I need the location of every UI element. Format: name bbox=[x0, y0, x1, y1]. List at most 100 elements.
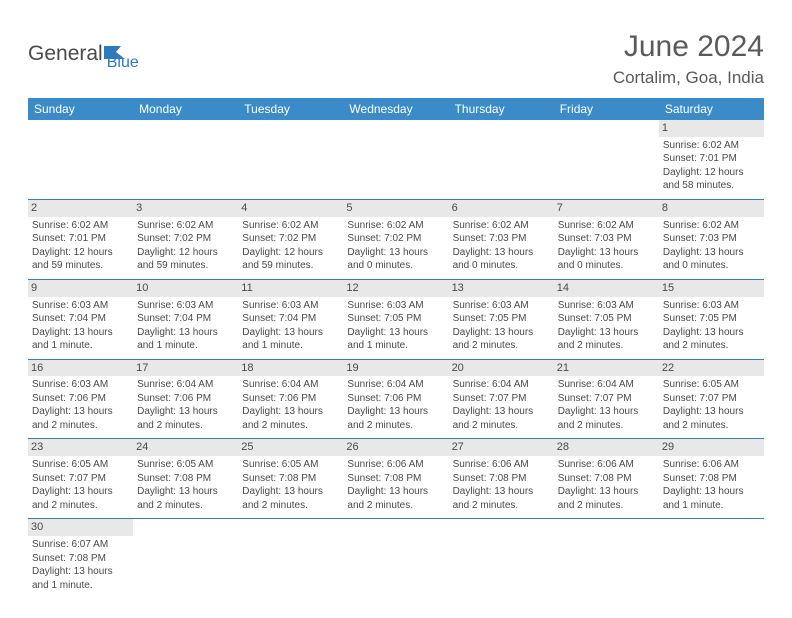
day-cell: 22Sunrise: 6:05 AMSunset: 7:07 PMDayligh… bbox=[659, 359, 764, 439]
week-row: 1Sunrise: 6:02 AMSunset: 7:01 PMDaylight… bbox=[28, 120, 764, 199]
cell-line: and 1 minute. bbox=[347, 339, 444, 353]
cell-line: Daylight: 13 hours bbox=[347, 485, 444, 499]
day-number: 1 bbox=[659, 120, 764, 137]
cell-line: Sunset: 7:02 PM bbox=[137, 232, 234, 246]
logo-text-general: General bbox=[28, 42, 103, 66]
cell-line: and 58 minutes. bbox=[663, 179, 760, 193]
calendar-page: General Blue June 2024 Cortalim, Goa, In… bbox=[0, 0, 792, 618]
day-number: 15 bbox=[659, 280, 764, 297]
day-cell bbox=[659, 519, 764, 598]
week-row: 9Sunrise: 6:03 AMSunset: 7:04 PMDaylight… bbox=[28, 279, 764, 359]
cell-line: and 2 minutes. bbox=[453, 339, 550, 353]
cell-line: and 2 minutes. bbox=[32, 499, 129, 513]
day-number: 2 bbox=[28, 200, 133, 217]
cell-line: Sunset: 7:08 PM bbox=[663, 472, 760, 486]
cell-line: Daylight: 13 hours bbox=[663, 485, 760, 499]
cell-line: Sunset: 7:01 PM bbox=[663, 152, 760, 166]
cell-line: Sunset: 7:05 PM bbox=[347, 312, 444, 326]
cell-line: Sunset: 7:06 PM bbox=[242, 392, 339, 406]
day-cell: 4Sunrise: 6:02 AMSunset: 7:02 PMDaylight… bbox=[238, 199, 343, 279]
cell-line: Daylight: 13 hours bbox=[453, 485, 550, 499]
day-number: 29 bbox=[659, 439, 764, 456]
cell-line: Daylight: 13 hours bbox=[137, 326, 234, 340]
day-number: 10 bbox=[133, 280, 238, 297]
cell-line: Sunset: 7:04 PM bbox=[242, 312, 339, 326]
header: General Blue June 2024 Cortalim, Goa, In… bbox=[28, 30, 764, 88]
cell-line: Sunrise: 6:02 AM bbox=[242, 219, 339, 233]
cell-line: Sunset: 7:08 PM bbox=[137, 472, 234, 486]
col-saturday: Saturday bbox=[659, 98, 764, 120]
day-number: 28 bbox=[554, 439, 659, 456]
cell-line: Daylight: 12 hours bbox=[137, 246, 234, 260]
cell-line: Sunset: 7:08 PM bbox=[242, 472, 339, 486]
cell-line: and 2 minutes. bbox=[453, 499, 550, 513]
cell-line: Sunrise: 6:03 AM bbox=[453, 299, 550, 313]
cell-line: Daylight: 13 hours bbox=[347, 326, 444, 340]
cell-line: and 2 minutes. bbox=[137, 419, 234, 433]
header-row: Sunday Monday Tuesday Wednesday Thursday… bbox=[28, 98, 764, 120]
day-number: 8 bbox=[659, 200, 764, 217]
day-number: 3 bbox=[133, 200, 238, 217]
day-cell bbox=[133, 519, 238, 598]
day-cell: 20Sunrise: 6:04 AMSunset: 7:07 PMDayligh… bbox=[449, 359, 554, 439]
day-cell bbox=[238, 519, 343, 598]
cell-line: Sunrise: 6:03 AM bbox=[32, 378, 129, 392]
day-number: 18 bbox=[238, 360, 343, 377]
cell-line: Sunset: 7:04 PM bbox=[137, 312, 234, 326]
day-number: 9 bbox=[28, 280, 133, 297]
day-cell: 28Sunrise: 6:06 AMSunset: 7:08 PMDayligh… bbox=[554, 439, 659, 519]
day-number: 26 bbox=[343, 439, 448, 456]
day-cell bbox=[238, 120, 343, 199]
cell-line: Sunset: 7:01 PM bbox=[32, 232, 129, 246]
day-number: 23 bbox=[28, 439, 133, 456]
cell-line: Sunset: 7:06 PM bbox=[347, 392, 444, 406]
cell-line: Sunrise: 6:02 AM bbox=[558, 219, 655, 233]
cell-line: Sunset: 7:07 PM bbox=[663, 392, 760, 406]
cell-line: Daylight: 13 hours bbox=[453, 405, 550, 419]
cell-line: Daylight: 13 hours bbox=[32, 326, 129, 340]
day-number: 5 bbox=[343, 200, 448, 217]
cell-line: and 1 minute. bbox=[242, 339, 339, 353]
day-cell: 27Sunrise: 6:06 AMSunset: 7:08 PMDayligh… bbox=[449, 439, 554, 519]
cell-line: and 2 minutes. bbox=[32, 419, 129, 433]
cell-line: Sunrise: 6:02 AM bbox=[663, 139, 760, 153]
day-cell: 12Sunrise: 6:03 AMSunset: 7:05 PMDayligh… bbox=[343, 279, 448, 359]
cell-line: Sunset: 7:08 PM bbox=[32, 552, 129, 566]
cell-line: Sunset: 7:06 PM bbox=[137, 392, 234, 406]
cell-line: Sunset: 7:03 PM bbox=[558, 232, 655, 246]
col-monday: Monday bbox=[133, 98, 238, 120]
cell-line: Sunset: 7:07 PM bbox=[558, 392, 655, 406]
cell-line: Daylight: 13 hours bbox=[558, 405, 655, 419]
day-number: 20 bbox=[449, 360, 554, 377]
day-cell bbox=[449, 120, 554, 199]
col-friday: Friday bbox=[554, 98, 659, 120]
day-number: 30 bbox=[28, 519, 133, 536]
cell-line: and 2 minutes. bbox=[663, 419, 760, 433]
cell-line: Daylight: 13 hours bbox=[242, 326, 339, 340]
day-cell: 21Sunrise: 6:04 AMSunset: 7:07 PMDayligh… bbox=[554, 359, 659, 439]
day-number: 19 bbox=[343, 360, 448, 377]
day-cell: 1Sunrise: 6:02 AMSunset: 7:01 PMDaylight… bbox=[659, 120, 764, 199]
cell-line: and 0 minutes. bbox=[347, 259, 444, 273]
cell-line: Sunset: 7:04 PM bbox=[32, 312, 129, 326]
cell-line: Sunrise: 6:06 AM bbox=[663, 458, 760, 472]
cell-line: and 0 minutes. bbox=[663, 259, 760, 273]
cell-line: and 1 minute. bbox=[32, 579, 129, 593]
cell-line: Sunset: 7:05 PM bbox=[558, 312, 655, 326]
cell-line: Sunrise: 6:04 AM bbox=[347, 378, 444, 392]
cell-line: and 59 minutes. bbox=[32, 259, 129, 273]
cell-line: Daylight: 13 hours bbox=[32, 565, 129, 579]
day-cell: 9Sunrise: 6:03 AMSunset: 7:04 PMDaylight… bbox=[28, 279, 133, 359]
cell-line: Sunrise: 6:04 AM bbox=[137, 378, 234, 392]
cell-line: Daylight: 13 hours bbox=[663, 246, 760, 260]
day-number: 4 bbox=[238, 200, 343, 217]
cell-line: Sunrise: 6:06 AM bbox=[453, 458, 550, 472]
day-cell: 11Sunrise: 6:03 AMSunset: 7:04 PMDayligh… bbox=[238, 279, 343, 359]
day-number: 13 bbox=[449, 280, 554, 297]
month-title: June 2024 bbox=[613, 30, 764, 64]
cell-line: Sunrise: 6:06 AM bbox=[347, 458, 444, 472]
day-cell: 10Sunrise: 6:03 AMSunset: 7:04 PMDayligh… bbox=[133, 279, 238, 359]
cell-line: and 2 minutes. bbox=[347, 419, 444, 433]
day-number: 11 bbox=[238, 280, 343, 297]
day-cell: 15Sunrise: 6:03 AMSunset: 7:05 PMDayligh… bbox=[659, 279, 764, 359]
